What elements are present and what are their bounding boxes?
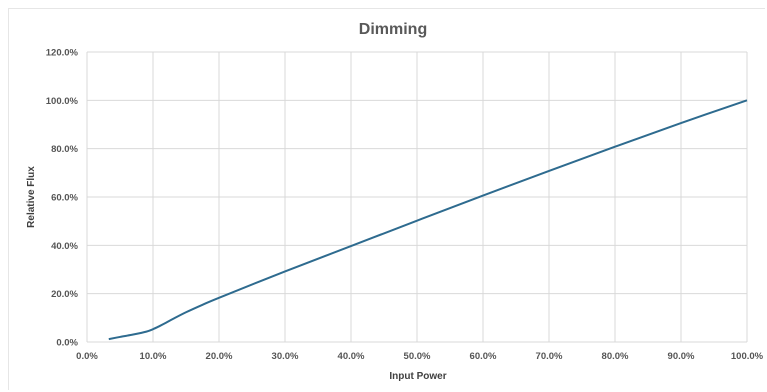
x-tick-label: 90.0%: [668, 351, 695, 362]
x-axis-label: Input Power: [389, 371, 446, 382]
grid-layer: [86, 51, 748, 343]
x-tick-label: 80.0%: [602, 351, 629, 362]
x-tick-label: 100.0%: [731, 351, 764, 362]
x-tick-label: 20.0%: [206, 351, 233, 362]
y-tick-label: 40.0%: [51, 241, 78, 252]
x-tick-label: 30.0%: [272, 351, 299, 362]
y-tick-label: 0.0%: [56, 338, 78, 349]
x-tick-label: 40.0%: [338, 351, 365, 362]
tick-layer: 0.0% 20.0% 40.0% 60.0% 80.0% 100.0% 120.0% 0.0%…: [46, 48, 764, 363]
x-tick-label: 50.0%: [404, 351, 431, 362]
series-layer: [108, 99, 748, 341]
x-tick-label: 70.0%: [536, 351, 563, 362]
chart-title: Dimming: [359, 21, 427, 38]
chart-frame: [8, 8, 765, 390]
y-tick-label: 80.0%: [51, 144, 78, 155]
y-tick-label: 60.0%: [51, 193, 78, 204]
x-tick-label: 0.0%: [76, 351, 98, 362]
dimming-series-line: [108, 99, 748, 341]
x-tick-label: 60.0%: [470, 351, 497, 362]
x-tick-label: 10.0%: [140, 351, 167, 362]
y-tick-label: 20.0%: [51, 289, 78, 300]
y-tick-label: 120.0%: [46, 48, 79, 59]
y-tick-label: 100.0%: [46, 96, 79, 107]
y-axis-label: Relative Flux: [26, 166, 37, 228]
